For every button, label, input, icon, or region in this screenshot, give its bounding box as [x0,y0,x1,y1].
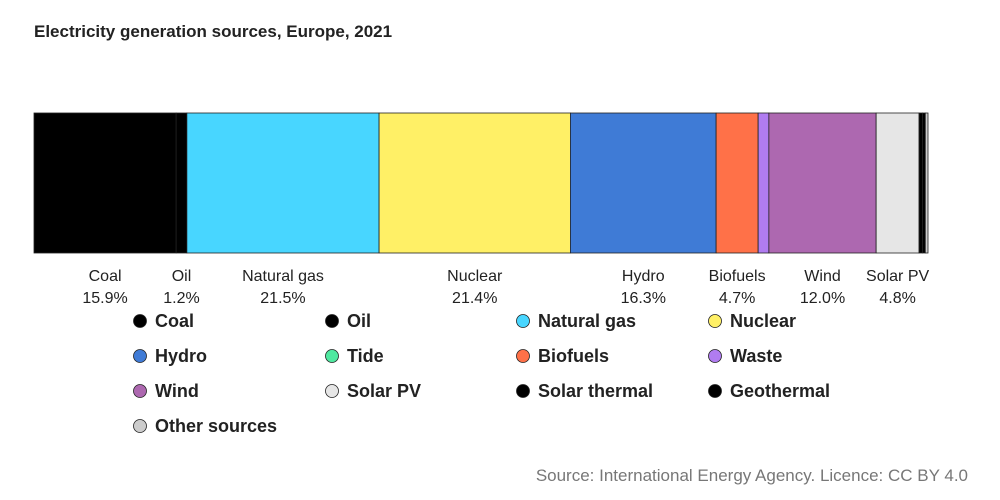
legend-label-tide: Tide [347,346,384,366]
bar-segment-waste [757,112,770,254]
segment-name-label: Natural gas [242,268,324,285]
segment-name-label: Hydro [622,268,665,285]
bar-segment-natural-gas [186,112,380,254]
segment-name-label: Nuclear [447,268,503,285]
legend-label-natural-gas: Natural gas [538,311,636,331]
bar-segment-geothermal [922,112,926,254]
legend-label-wind: Wind [155,381,199,401]
legend-label-solar-pv: Solar PV [347,381,421,401]
legend-label-biofuels: Biofuels [538,346,609,366]
segment-value-label: 12.0% [800,290,845,307]
legend-label-geothermal: Geothermal [730,381,830,401]
segment-name-label: Biofuels [709,268,766,285]
segment-value-label: 16.3% [621,290,666,307]
legend-swatch-oil [325,314,339,328]
segment-value-label: 21.5% [260,290,305,307]
source-note: Source: International Energy Agency. Lic… [535,466,968,485]
bar-segment-other-sources [924,112,929,254]
segment-name-label: Oil [172,268,192,285]
bar-segment-nuclear [378,112,571,254]
legend-label-waste: Waste [730,346,782,366]
bar-segments [33,112,929,254]
chart-title: Electricity generation sources, Europe, … [34,22,393,41]
legend-label-other-sources: Other sources [155,416,277,436]
bar-segment-oil [175,112,188,254]
legend: Coal Oil Natural gas Nuclear Hydro Tide Biofue… [133,311,830,436]
segment-value-label: 4.8% [879,290,915,307]
legend-swatch-nuclear [708,314,722,328]
bar-segment-wind [768,112,877,254]
bar-segment-biofuels [715,112,759,254]
legend-label-coal: Coal [155,311,194,331]
segment-name-label: Solar PV [866,268,929,285]
legend-label-hydro: Hydro [155,346,207,366]
bar-segment-hydro [570,112,717,254]
legend-swatch-solar-pv [325,384,339,398]
segment-name-label: Wind [804,268,840,285]
bar-segment-coal [33,112,177,254]
legend-swatch-natural-gas [516,314,530,328]
segment-value-label: 1.2% [163,290,199,307]
segment-labels: Coal 15.9% Oil 1.2% Natural gas 21.5% Nuclear 2… [82,268,929,307]
legend-label-nuclear: Nuclear [730,311,796,331]
bar-segment-solar-thermal [918,112,924,254]
segment-value-label: 4.7% [719,290,755,307]
legend-label-oil: Oil [347,311,371,331]
segment-name-label: Coal [89,268,122,285]
legend-swatch-biofuels [516,349,530,363]
legend-swatch-solar-thermal [516,384,530,398]
segment-value-label: 15.9% [82,290,127,307]
legend-swatch-wind [133,384,147,398]
bar-segment-solar-pv [875,112,920,254]
segment-value-label: 21.4% [452,290,497,307]
legend-swatch-waste [708,349,722,363]
legend-swatch-other-sources [133,419,147,433]
legend-swatch-geothermal [708,384,722,398]
legend-swatch-tide [325,349,339,363]
legend-swatch-coal [133,314,147,328]
legend-swatch-hydro [133,349,147,363]
legend-label-solar-thermal: Solar thermal [538,381,653,401]
